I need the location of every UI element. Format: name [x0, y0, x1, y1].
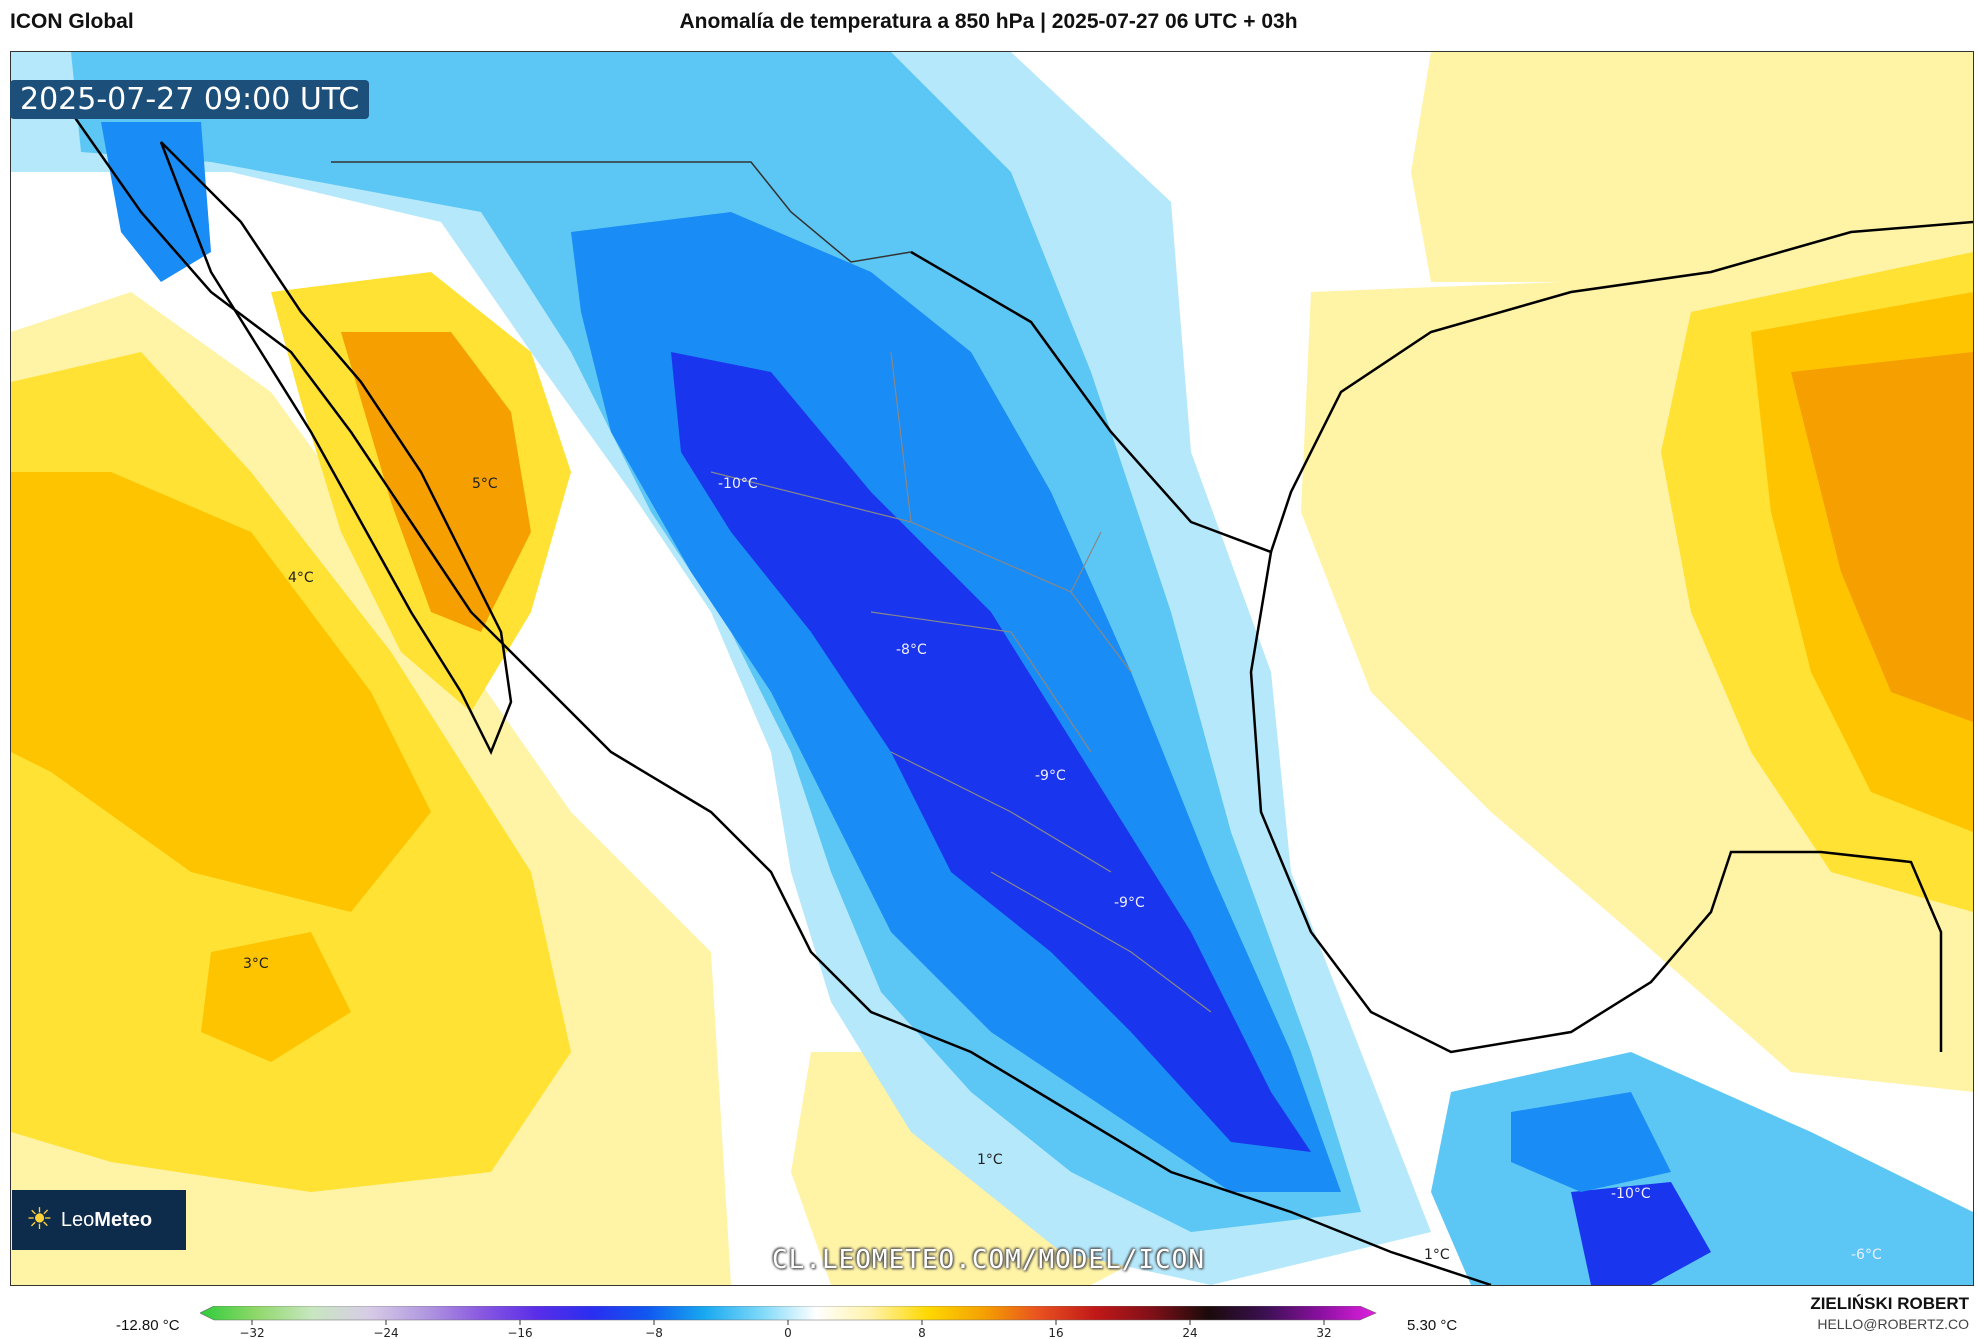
central-america-cold-deep — [1571, 1182, 1711, 1285]
baja-warm-core — [341, 332, 531, 632]
author-name: ZIELIŃSKI ROBERT — [1810, 1294, 1969, 1313]
pacific-warm-spot — [201, 932, 351, 1062]
colorbar-tick-label: −8 — [645, 1326, 663, 1339]
anomaly-map[interactable]: -10°C 5°C 4°C -8°C -9°C -9°C 3°C 1°C -10… — [10, 51, 1974, 1286]
anomaly-label: 5°C — [472, 476, 498, 492]
anomaly-label: 4°C — [288, 570, 314, 586]
colorbar-tick-label: 8 — [918, 1326, 926, 1339]
colorbar-tick-label: 32 — [1316, 1326, 1331, 1339]
colorbar-tick-label: 16 — [1048, 1326, 1063, 1339]
colorbar-tick-label: −32 — [239, 1326, 264, 1339]
leometeo-logo: ☀ LeoMeteo — [12, 1190, 186, 1250]
anomaly-label: 1°C — [977, 1152, 1003, 1168]
anomaly-label: -9°C — [1114, 895, 1145, 911]
anomaly-label: -10°C — [1611, 1186, 1651, 1202]
valid-time-badge: 2025-07-27 09:00 UTC — [10, 80, 370, 119]
north-warm-pale — [1411, 52, 1973, 282]
coastline-gulf — [910, 220, 1973, 554]
anomaly-label: -9°C — [1035, 768, 1066, 784]
source-url: CL.LEOMETEO.COM/MODEL/ICON — [772, 1245, 1205, 1275]
model-name: ICON Global — [10, 10, 134, 33]
anomaly-label: 1°C — [1424, 1247, 1450, 1263]
gulf-warm-core — [1791, 352, 1973, 722]
pacific-warm-strong — [11, 472, 431, 912]
nw-cold-spot — [101, 122, 211, 282]
coastline-west — [69, 111, 1492, 1285]
anomaly-label: -8°C — [896, 642, 927, 658]
colorbar-tick-label: 24 — [1182, 1326, 1197, 1339]
anomaly-label: -10°C — [718, 476, 758, 492]
us-mexico-border — [331, 161, 912, 263]
colorbar-bar — [200, 1306, 1377, 1321]
colorbar-tick-label: 0 — [784, 1326, 792, 1339]
colorbar: −32 −24 −16 −8 0 8 16 24 32 — [200, 1306, 1377, 1339]
sun-icon: ☀ — [26, 1203, 53, 1236]
anomaly-label: -6°C — [1851, 1247, 1882, 1263]
guatemala-cold — [1511, 1092, 1671, 1192]
state-borders — [710, 351, 1212, 1013]
author-email: HELLO@ROBERTZ.CO — [1817, 1316, 1969, 1332]
anomaly-label: 3°C — [243, 956, 269, 972]
colorbar-max-label: 5.30 °C — [1407, 1317, 1458, 1334]
logo-text: LeoMeteo — [60, 1208, 153, 1231]
colorbar-min-label: -12.80 °C — [116, 1317, 180, 1334]
coastline-east-mexico — [1249, 551, 1943, 1054]
colorbar-tick-label: −24 — [373, 1326, 398, 1339]
colorbar-tick-label: −16 — [507, 1326, 532, 1339]
coastline-baja — [159, 141, 513, 756]
chart-title: Anomalía de temperatura a 850 hPa | 2025… — [679, 10, 1298, 33]
author-block: ZIELIŃSKI ROBERT HELLO@ROBERTZ.CO — [1810, 1294, 1969, 1332]
map-canvas — [11, 52, 1973, 1285]
mexico-cold-deep — [671, 352, 1311, 1152]
